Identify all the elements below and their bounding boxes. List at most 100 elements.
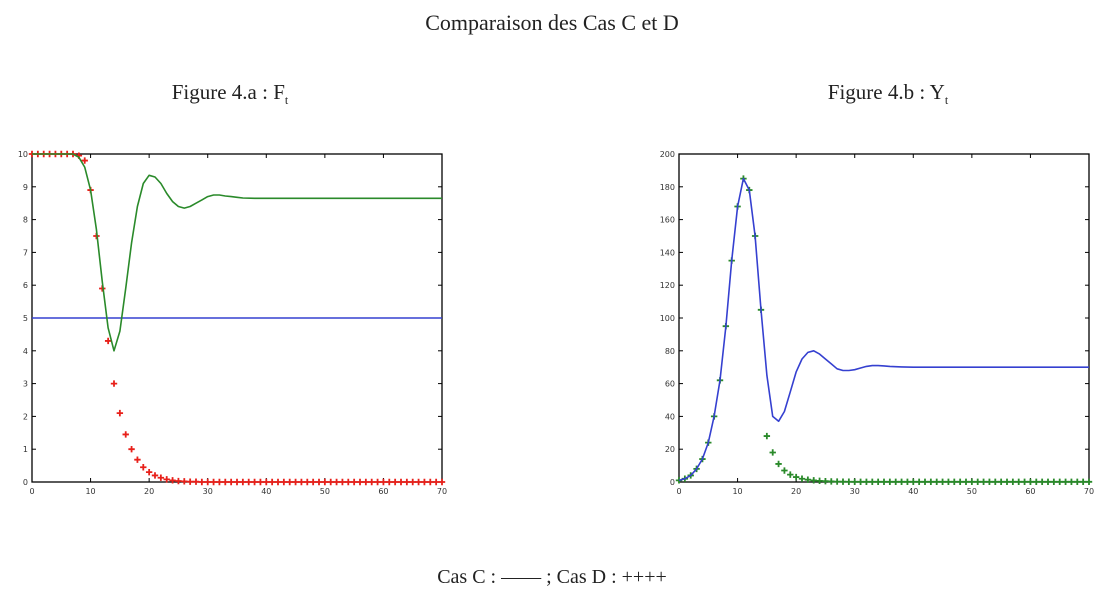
fig-b-plus-marker <box>763 432 771 440</box>
fig-b-plus-marker <box>769 449 776 456</box>
fig-a-xtick-label: 20 <box>144 487 154 496</box>
fig-a-ytick-label: 8 <box>23 216 28 225</box>
fig-a-plus-marker <box>222 478 229 486</box>
fig-b-ytick-label: 160 <box>660 216 675 225</box>
fig-a-xtick-label: 10 <box>85 487 95 496</box>
fig-b-xtick-label: 70 <box>1084 487 1094 496</box>
fig-a-plus-marker <box>309 478 317 486</box>
fig-a-plus-marker <box>292 478 299 486</box>
fig-a-plus-marker <box>321 478 329 486</box>
fig-b-plus-marker <box>833 478 841 485</box>
fig-b-plus-marker <box>1015 478 1022 486</box>
fig-b-ytick-label: 100 <box>660 314 675 323</box>
fig-b-plus-marker <box>921 478 929 486</box>
fig-a-xtick-label: 70 <box>437 487 447 496</box>
fig-b-plus-marker <box>804 476 812 483</box>
fig-b-plus-marker <box>1050 478 1058 486</box>
fig-a-plus-marker <box>163 476 170 483</box>
fig-a-xtick-label: 0 <box>29 487 34 496</box>
fig-a-plus-marker <box>204 478 211 486</box>
fig-a-plus-marker <box>391 478 399 486</box>
fig-b-xtick-label: 40 <box>908 487 918 496</box>
fig-b-xtick-label: 30 <box>850 487 860 496</box>
fig-b-plus-marker <box>1079 478 1087 486</box>
fig-a-ytick-label: 4 <box>23 347 28 356</box>
fig-a-plus-marker <box>128 446 135 453</box>
fig-b-plus-marker <box>892 478 899 486</box>
fig-b-plus-marker <box>1009 478 1017 486</box>
fig-b-series-markers <box>675 175 1093 486</box>
fig-a-plus-marker <box>374 478 381 486</box>
fig-b-plus-marker <box>816 477 823 485</box>
fig-b-plus-marker <box>1003 478 1011 486</box>
fig-b-plus-marker <box>1027 478 1034 486</box>
fig-b-plus-marker <box>945 478 952 486</box>
fig-a-series-markers <box>28 150 446 486</box>
fig-b-plus-marker <box>915 478 923 486</box>
fig-a-plus-marker <box>286 478 293 486</box>
fig-b-plus-marker <box>968 478 976 486</box>
fig-a-plus-marker <box>140 464 147 471</box>
fig-a-plus-marker <box>192 478 200 485</box>
fig-b-plus-marker <box>933 478 940 486</box>
fig-b-plus-marker <box>910 478 917 486</box>
fig-a-ytick-label: 7 <box>23 248 28 257</box>
fig-b-plus-marker <box>980 478 987 486</box>
fig-a-plus-marker <box>157 474 165 481</box>
fig-a-plus-marker <box>280 478 288 486</box>
figure-a-plot: 0 10 20 30 40 50 60 70 0 1 2 3 4 5 6 7 8 9 10 <box>18 150 447 496</box>
fig-b-plus-marker <box>792 473 800 481</box>
fig-b-ytick-label: 200 <box>660 150 675 159</box>
fig-b-plus-marker <box>828 478 835 485</box>
figure-b-title: Figure 4.b : Yt <box>738 80 1038 108</box>
fig-b-plus-marker <box>992 478 999 486</box>
figure-a-title-main: Figure 4.a : F <box>171 80 285 104</box>
fig-b-ytick-label: 180 <box>660 183 675 192</box>
fig-b-plus-marker <box>810 477 817 484</box>
fig-a-plus-marker <box>415 478 422 486</box>
fig-a-plus-marker <box>397 478 405 486</box>
fig-a-plus-marker <box>251 478 258 486</box>
fig-a-plus-marker <box>216 478 223 486</box>
fig-a-plus-marker <box>151 472 159 479</box>
fig-a-plus-marker <box>122 431 129 438</box>
fig-a-plus-marker <box>239 478 247 486</box>
fig-b-ytick-label: 140 <box>660 248 675 257</box>
fig-b-plus-marker <box>974 478 981 486</box>
fig-a-plus-marker <box>386 478 393 486</box>
fig-b-ytick-label: 0 <box>670 478 675 487</box>
fig-a-plus-marker <box>186 478 194 485</box>
fig-b-plus-marker <box>997 478 1005 486</box>
fig-b-plus-marker <box>775 460 782 468</box>
fig-a-plus-marker <box>257 478 264 486</box>
page-title: Comparaison des Cas C et D <box>425 10 679 35</box>
fig-a-plus-marker <box>116 409 124 417</box>
fig-a-plus-marker <box>298 478 305 486</box>
fig-a-plus-marker <box>438 478 446 486</box>
fig-a-plus-marker <box>145 468 153 476</box>
fig-b-plus-marker <box>1044 478 1052 486</box>
fig-a-plus-marker <box>134 456 141 463</box>
fig-a-plus-marker <box>104 337 112 345</box>
fig-b-plus-marker <box>863 478 870 486</box>
fig-b-plus-marker <box>1085 478 1093 486</box>
fig-b-plus-marker <box>857 478 864 486</box>
fig-a-ytick-label: 1 <box>23 445 28 454</box>
fig-a-series-line <box>32 153 442 352</box>
fig-b-ytick-label: 20 <box>665 445 675 454</box>
fig-b-plus-marker <box>904 478 911 486</box>
fig-a-plus-marker <box>227 478 235 486</box>
fig-b-plus-marker <box>845 478 853 485</box>
fig-b-plus-marker <box>798 475 806 482</box>
fig-b-xtick-label: 0 <box>676 487 681 496</box>
fig-b-ytick-label: 60 <box>665 380 675 389</box>
figure-b-title-main: Figure 4.b : Y <box>827 80 945 104</box>
fig-b-plus-marker <box>781 467 788 474</box>
fig-b-plus-marker <box>939 478 946 486</box>
fig-a-plus-marker <box>268 478 276 486</box>
legend: Cas C : —— ; Cas D : ++++ <box>437 566 667 588</box>
fig-b-plus-marker <box>956 478 964 486</box>
fig-a-plus-marker <box>327 478 334 486</box>
fig-a-plus-marker <box>175 477 182 485</box>
fig-a-xtick-label: 60 <box>378 487 388 496</box>
